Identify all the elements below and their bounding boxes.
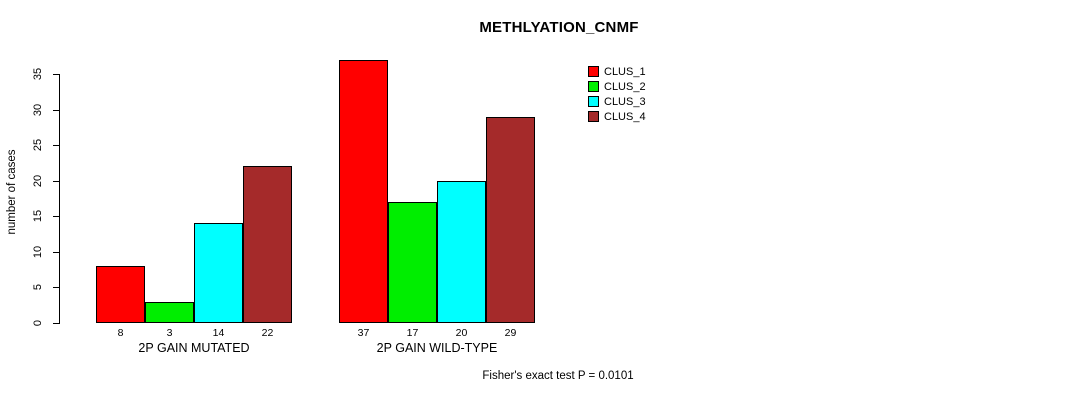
- bar-value-label: 14: [212, 327, 225, 339]
- y-tick-label: 35: [32, 67, 44, 81]
- legend-swatch-clus_3: [588, 96, 599, 107]
- y-tick: [53, 74, 59, 75]
- y-tick: [53, 110, 59, 111]
- y-tick-label: 20: [32, 174, 44, 188]
- bar-clus_3-group1: [194, 223, 243, 323]
- chart-title: METHLYATION_CNMF: [479, 19, 639, 36]
- bar-value-label: 17: [406, 327, 419, 339]
- legend-label: CLUS_3: [604, 95, 646, 108]
- legend-item: CLUS_1: [588, 64, 646, 79]
- bar-clus_1-group1: [96, 266, 145, 323]
- y-axis-line: [59, 74, 60, 324]
- y-tick: [53, 287, 59, 288]
- bar-value-label: 37: [357, 327, 370, 339]
- y-tick-label: 15: [32, 209, 44, 223]
- annotation-text: Fisher's exact test P = 0.0101: [482, 370, 634, 382]
- y-tick-label: 25: [32, 138, 44, 152]
- legend: CLUS_1 CLUS_2 CLUS_3 CLUS_4: [588, 64, 646, 124]
- y-tick-label: 30: [32, 103, 44, 117]
- bar-value-label: 8: [117, 327, 124, 339]
- legend-swatch-clus_1: [588, 66, 599, 77]
- bar-value-label: 22: [261, 327, 274, 339]
- y-tick: [53, 323, 59, 324]
- bar-clus_3-group2: [437, 181, 486, 323]
- legend-item: CLUS_3: [588, 94, 646, 109]
- legend-label: CLUS_2: [604, 80, 646, 93]
- y-axis-label: number of cases: [6, 149, 18, 235]
- bar-value-label: 20: [455, 327, 468, 339]
- legend-swatch-clus_2: [588, 81, 599, 92]
- legend-item: CLUS_4: [588, 109, 646, 124]
- bar-clus_4-group2: [486, 117, 535, 323]
- bar-clus_1-group2: [339, 60, 388, 323]
- y-tick: [53, 145, 59, 146]
- bar-clus_2-group2: [388, 202, 437, 323]
- bar-value-label: 3: [166, 327, 173, 339]
- y-tick-label: 10: [32, 245, 44, 259]
- y-tick: [53, 216, 59, 217]
- y-tick: [53, 252, 59, 253]
- y-tick: [53, 181, 59, 182]
- x-category-label: 2P GAIN WILD-TYPE: [376, 341, 498, 355]
- legend-label: CLUS_4: [604, 110, 646, 123]
- y-tick-label: 5: [32, 283, 44, 291]
- legend-swatch-clus_4: [588, 111, 599, 122]
- y-tick-label: 0: [32, 319, 44, 327]
- legend-label: CLUS_1: [604, 65, 646, 78]
- bar-value-label: 29: [504, 327, 517, 339]
- legend-item: CLUS_2: [588, 79, 646, 94]
- bar-clus_2-group1: [145, 302, 194, 323]
- bar-clus_4-group1: [243, 166, 292, 323]
- x-category-label: 2P GAIN MUTATED: [138, 341, 250, 355]
